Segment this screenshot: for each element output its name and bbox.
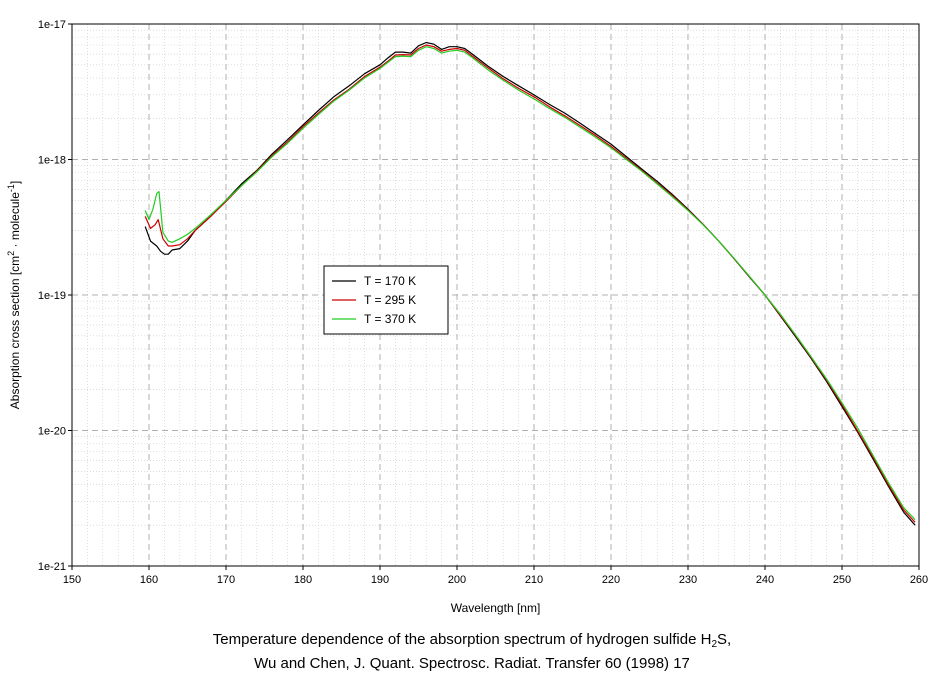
y-tick-label: 1e-18 (38, 155, 66, 167)
legend-label-3: T = 370 K (364, 312, 416, 326)
series-layer (144, 41, 916, 526)
x-tick-label: 180 (294, 574, 312, 586)
major-grid (72, 24, 919, 566)
x-tick-label: 200 (448, 574, 466, 586)
y-axis-ticks: 1e-21 1e-20 1e-19 1e-18 1e-17 (38, 19, 72, 573)
y-tick-label: 1e-19 (38, 290, 66, 302)
legend: T = 170 K T = 295 K T = 370 K (323, 265, 449, 335)
legend-label-1: T = 170 K (364, 274, 416, 288)
y-tick-label: 1e-17 (38, 19, 66, 31)
y-tick-label: 1e-20 (38, 426, 66, 438)
caption-line-1: Temperature dependence of the absorption… (212, 631, 732, 650)
x-tick-label: 170 (217, 574, 235, 586)
x-tick-label: 250 (833, 574, 851, 586)
legend-label-2: T = 295 K (364, 293, 416, 307)
x-tick-label: 160 (140, 574, 158, 586)
x-tick-label: 150 (63, 574, 81, 586)
x-tick-label: 230 (679, 574, 697, 586)
caption-line-2: Wu and Chen, J. Quant. Spectrosc. Radiat… (254, 655, 690, 672)
x-axis-ticks: 150 160 170 180 190 200 210 220 230 240 250 260 (63, 566, 928, 586)
x-tick-label: 260 (910, 574, 928, 586)
y-tick-label: 1e-21 (38, 561, 66, 573)
x-tick-label: 240 (756, 574, 774, 586)
series-line-3 (144, 46, 916, 521)
x-tick-label: 210 (525, 574, 543, 586)
y-axis-label: Absorption cross section [cm2 · molecule… (6, 181, 22, 409)
x-tick-label: 220 (602, 574, 620, 586)
x-tick-label: 190 (371, 574, 389, 586)
absorption-chart: 150 160 170 180 190 200 210 220 230 240 250 260 1e-… (6, 19, 928, 615)
x-axis-label: Wavelength [nm] (451, 601, 541, 615)
